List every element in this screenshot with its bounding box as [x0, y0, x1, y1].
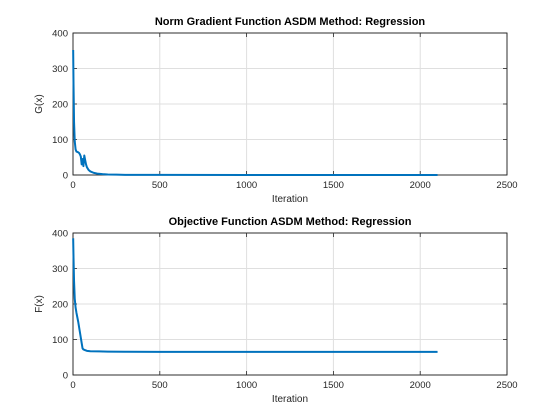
y-axis-label: F(x) — [34, 295, 45, 313]
series-line — [72, 238, 438, 353]
x-tick-label: 2000 — [410, 180, 431, 191]
y-tick-label: 200 — [52, 100, 68, 111]
x-tick-label: 0 — [70, 180, 75, 191]
y-tick-label: 100 — [52, 335, 68, 346]
x-tick-label: 1500 — [323, 180, 344, 191]
series-line — [72, 50, 438, 176]
x-tick-label: 2500 — [496, 180, 517, 191]
y-tick-label: 300 — [52, 64, 68, 75]
y-tick-label: 200 — [52, 300, 68, 311]
x-tick-label: 2000 — [410, 380, 431, 391]
x-tick-label: 1500 — [323, 380, 344, 391]
y-tick-label: 300 — [52, 264, 68, 275]
chart-title: Objective Function ASDM Method: Regressi… — [169, 216, 412, 228]
chart-title: Norm Gradient Function ASDM Method: Regr… — [155, 16, 426, 28]
x-tick-label: 1000 — [236, 180, 257, 191]
norm-gradient-subplot: Norm Gradient Function ASDM Method: Regr… — [34, 16, 518, 205]
x-axis-label: Iteration — [272, 394, 308, 405]
y-tick-label: 0 — [63, 371, 68, 382]
y-tick-label: 100 — [52, 135, 68, 146]
y-tick-label: 400 — [52, 229, 68, 240]
x-tick-label: 500 — [152, 380, 168, 391]
x-tick-label: 1000 — [236, 380, 257, 391]
x-tick-label: 2500 — [496, 380, 517, 391]
x-tick-label: 0 — [70, 380, 75, 391]
x-axis-label: Iteration — [272, 194, 308, 205]
y-tick-label: 0 — [63, 171, 68, 182]
y-tick-label: 400 — [52, 29, 68, 40]
objective-function-subplot: Objective Function ASDM Method: Regressi… — [34, 216, 518, 405]
x-tick-label: 500 — [152, 180, 168, 191]
y-axis-label: G(x) — [34, 94, 45, 113]
